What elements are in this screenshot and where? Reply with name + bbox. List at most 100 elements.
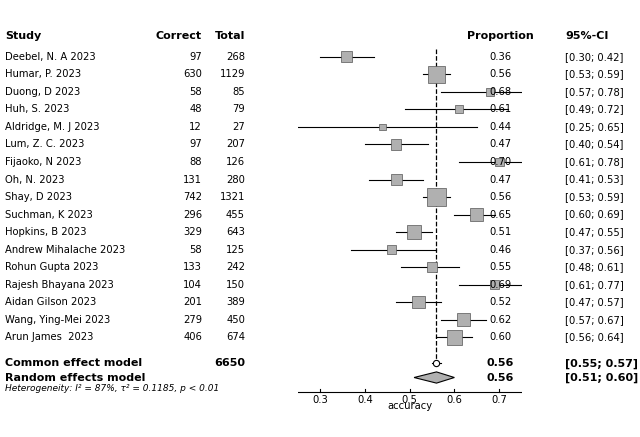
Bar	[341, 52, 353, 62]
Text: 0.5: 0.5	[402, 395, 417, 405]
Text: 85: 85	[232, 87, 245, 97]
Text: Arun James  2023: Arun James 2023	[5, 332, 93, 342]
Text: 0.47: 0.47	[489, 174, 511, 184]
Text: Common effect model: Common effect model	[5, 358, 142, 368]
Text: 242: 242	[226, 262, 245, 272]
Text: 88: 88	[189, 157, 202, 167]
Text: Aldridge, M. J 2023: Aldridge, M. J 2023	[5, 122, 99, 132]
Text: [0.61; 0.78]: [0.61; 0.78]	[565, 157, 623, 167]
Text: [0.55; 0.57]: [0.55; 0.57]	[565, 358, 638, 369]
Bar	[427, 262, 437, 272]
Text: 329: 329	[183, 227, 202, 237]
Text: accuracy: accuracy	[387, 401, 432, 411]
Text: [0.57; 0.78]: [0.57; 0.78]	[565, 87, 623, 97]
Text: [0.30; 0.42]: [0.30; 0.42]	[565, 52, 623, 62]
Text: 1321: 1321	[220, 192, 245, 202]
Bar	[412, 296, 425, 308]
Text: 201: 201	[183, 297, 202, 307]
Text: [0.48; 0.61]: [0.48; 0.61]	[565, 262, 623, 272]
Bar	[486, 88, 494, 96]
Text: Shay, D 2023: Shay, D 2023	[5, 192, 72, 202]
Text: 0.55: 0.55	[489, 262, 511, 272]
Text: 104: 104	[183, 280, 202, 290]
Text: 6650: 6650	[214, 358, 245, 368]
Text: 0.56: 0.56	[489, 69, 511, 80]
Text: 0.62: 0.62	[489, 315, 511, 325]
Text: 97: 97	[189, 52, 202, 62]
Text: Wang, Ying-Mei 2023: Wang, Ying-Mei 2023	[5, 315, 110, 325]
Text: [0.51; 0.60]: [0.51; 0.60]	[565, 372, 638, 383]
Bar	[428, 66, 445, 83]
Text: 0.70: 0.70	[489, 157, 511, 167]
Bar	[407, 225, 421, 239]
Text: 0.3: 0.3	[312, 395, 328, 405]
Text: 150: 150	[226, 280, 245, 290]
Text: 0.46: 0.46	[489, 245, 511, 255]
Bar	[391, 139, 401, 149]
Text: Study: Study	[5, 31, 41, 41]
Text: 279: 279	[183, 315, 202, 325]
Text: 643: 643	[226, 227, 245, 237]
Bar	[470, 208, 483, 221]
Text: Rohun Gupta 2023: Rohun Gupta 2023	[5, 262, 99, 272]
Text: 630: 630	[183, 69, 202, 80]
Text: 125: 125	[226, 245, 245, 255]
Bar	[455, 105, 463, 114]
Text: 48: 48	[189, 104, 202, 114]
Text: Suchman, K 2023: Suchman, K 2023	[5, 210, 93, 219]
Text: [0.56; 0.64]: [0.56; 0.64]	[565, 332, 623, 342]
Bar	[380, 124, 386, 130]
Text: 389: 389	[226, 297, 245, 307]
Text: Lum, Z. C. 2023: Lum, Z. C. 2023	[5, 139, 84, 149]
Bar	[490, 280, 499, 289]
Text: 0.68: 0.68	[489, 87, 511, 97]
Text: 126: 126	[226, 157, 245, 167]
Text: Random effects model: Random effects model	[5, 372, 145, 382]
Text: Andrew Mihalache 2023: Andrew Mihalache 2023	[5, 245, 125, 255]
Text: Huh, S. 2023: Huh, S. 2023	[5, 104, 69, 114]
Text: 674: 674	[226, 332, 245, 342]
Text: Humar, P. 2023: Humar, P. 2023	[5, 69, 81, 80]
Text: 296: 296	[183, 210, 202, 219]
Text: 406: 406	[183, 332, 202, 342]
Text: 0.7: 0.7	[492, 395, 507, 405]
Text: 58: 58	[189, 245, 202, 255]
Polygon shape	[414, 372, 454, 383]
Text: Hopkins, B 2023: Hopkins, B 2023	[5, 227, 86, 237]
Bar	[447, 330, 462, 344]
Text: Proportion: Proportion	[467, 31, 533, 41]
Text: 455: 455	[226, 210, 245, 219]
Text: Duong, D 2023: Duong, D 2023	[5, 87, 80, 97]
Text: 280: 280	[226, 174, 245, 184]
Text: 58: 58	[189, 87, 202, 97]
Text: [0.49; 0.72]: [0.49; 0.72]	[565, 104, 623, 114]
Text: 0.60: 0.60	[489, 332, 511, 342]
Text: 0.56: 0.56	[486, 372, 514, 382]
Text: 742: 742	[183, 192, 202, 202]
Text: 131: 131	[183, 174, 202, 184]
Text: [0.53; 0.59]: [0.53; 0.59]	[565, 192, 623, 202]
Text: 0.4: 0.4	[357, 395, 372, 405]
Text: Oh, N. 2023: Oh, N. 2023	[5, 174, 65, 184]
Text: [0.40; 0.54]: [0.40; 0.54]	[565, 139, 623, 149]
Text: Total: Total	[214, 31, 245, 41]
Text: Aidan Gilson 2023: Aidan Gilson 2023	[5, 297, 96, 307]
Text: 27: 27	[232, 122, 245, 132]
Bar	[390, 174, 402, 185]
Text: 95%-CI: 95%-CI	[565, 31, 609, 41]
Text: 0.52: 0.52	[489, 297, 511, 307]
Text: Deebel, N. A 2023: Deebel, N. A 2023	[5, 52, 95, 62]
Text: 0.65: 0.65	[489, 210, 511, 219]
Text: [0.47; 0.55]: [0.47; 0.55]	[565, 227, 623, 237]
Text: 207: 207	[226, 139, 245, 149]
Bar	[427, 187, 446, 206]
Text: [0.57; 0.67]: [0.57; 0.67]	[565, 315, 624, 325]
Text: [0.25; 0.65]: [0.25; 0.65]	[565, 122, 624, 132]
Text: [0.61; 0.77]: [0.61; 0.77]	[565, 280, 624, 290]
Text: 79: 79	[232, 104, 245, 114]
Text: 0.36: 0.36	[489, 52, 511, 62]
Text: 133: 133	[183, 262, 202, 272]
Text: 12: 12	[189, 122, 202, 132]
Text: 0.44: 0.44	[489, 122, 511, 132]
Text: 0.6: 0.6	[447, 395, 462, 405]
